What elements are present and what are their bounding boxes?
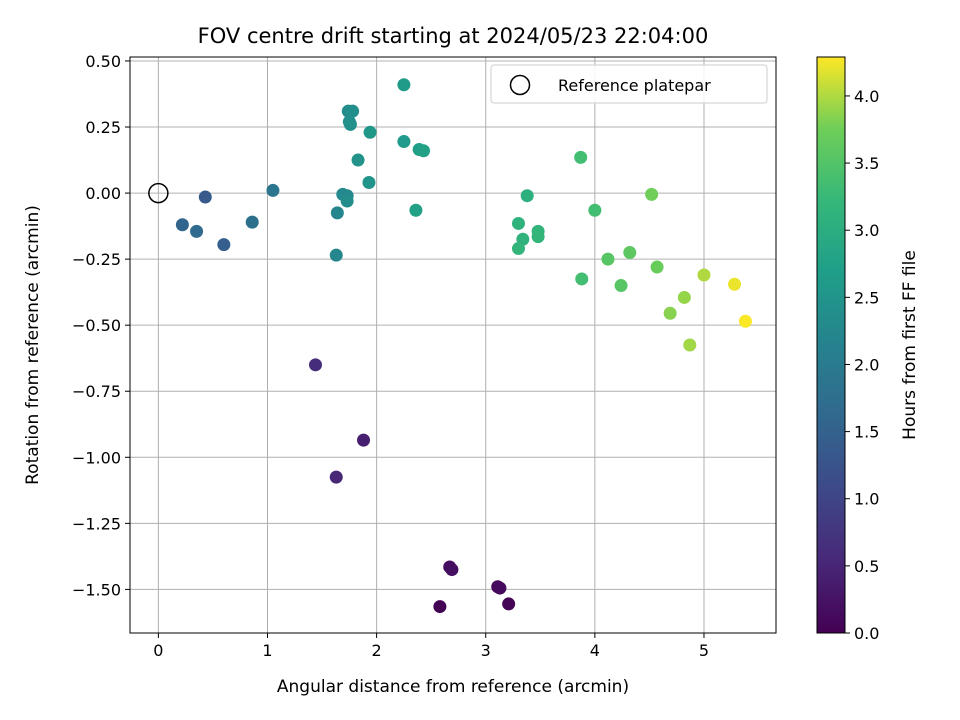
colorbar-gradient <box>817 57 845 633</box>
data-point <box>362 176 376 190</box>
data-point <box>417 144 431 158</box>
data-point <box>645 187 659 201</box>
data-point <box>697 268 711 282</box>
data-point <box>397 78 411 92</box>
y-tick-label: −0.50 <box>72 316 121 335</box>
colorbar: 0.0 0.5 1.0 1.5 2.0 2.5 3.0 3.5 4.0 Hours from f… <box>816 56 920 643</box>
data-point <box>574 150 588 164</box>
data-point <box>520 189 534 203</box>
data-point <box>329 248 343 262</box>
grid <box>130 57 776 633</box>
colorbar-tick-label: 2.5 <box>854 288 879 307</box>
data-point <box>738 314 752 328</box>
x-axis-label: Angular distance from reference (arcmin) <box>277 677 629 697</box>
colorbar-label: Hours from first FF file <box>900 250 920 440</box>
colorbar-tick-label: 0.0 <box>854 624 879 643</box>
data-point <box>650 260 664 274</box>
legend: Reference platepar <box>490 64 768 104</box>
y-tick-label: −1.25 <box>72 514 121 533</box>
data-point <box>340 194 354 208</box>
plot-area <box>129 56 777 634</box>
colorbar-ticks: 0.0 0.5 1.0 1.5 2.0 2.5 3.0 3.5 4.0 <box>845 87 879 643</box>
data-point <box>588 203 602 217</box>
data-point <box>409 203 423 217</box>
data-point <box>343 117 357 131</box>
y-tick-label: 0.25 <box>85 118 121 137</box>
colorbar-tick-label: 0.5 <box>854 557 879 576</box>
y-axis-label: Rotation from reference (arcmin) <box>23 205 43 485</box>
y-tick-label: −1.50 <box>72 580 121 599</box>
data-point <box>198 190 212 204</box>
data-point <box>531 230 545 244</box>
y-tick-label: 0.00 <box>85 184 121 203</box>
data-point <box>190 224 204 238</box>
y-tick-label: −1.00 <box>72 448 121 467</box>
colorbar-tick-label: 4.0 <box>854 87 879 106</box>
colorbar-tick-label: 1.5 <box>854 423 879 442</box>
data-point <box>330 206 344 220</box>
y-axis: 0.50 0.25 0.00 −0.25 −0.50 −0.75 −1.00 −1.25 −1.… <box>72 52 130 599</box>
y-tick-label: −0.75 <box>72 382 121 401</box>
data-points <box>175 78 752 614</box>
data-point <box>433 600 447 614</box>
x-tick-label: 4 <box>590 641 600 660</box>
x-tick-label: 1 <box>262 641 272 660</box>
y-tick-label: −0.25 <box>72 250 121 269</box>
colorbar-tick-label: 3.0 <box>854 221 879 240</box>
data-point <box>245 215 259 229</box>
data-point <box>357 433 371 447</box>
data-point <box>329 470 343 484</box>
data-point <box>397 135 411 149</box>
data-point <box>502 597 516 611</box>
data-point <box>601 252 615 266</box>
reference-platepar-marker <box>148 182 169 204</box>
data-point <box>351 153 365 167</box>
data-point <box>346 104 360 118</box>
data-point <box>445 563 459 577</box>
chart-title: FOV centre drift starting at 2024/05/23 … <box>198 24 709 48</box>
data-point <box>677 290 691 304</box>
data-point <box>728 277 742 291</box>
data-point <box>663 306 677 320</box>
x-axis: 0 1 2 3 4 5 <box>153 633 709 660</box>
colorbar-tick-label: 1.0 <box>854 490 879 509</box>
x-tick-label: 2 <box>372 641 382 660</box>
data-point <box>623 246 637 260</box>
x-tick-label: 0 <box>153 641 163 660</box>
data-point <box>511 216 525 230</box>
data-point <box>217 238 231 252</box>
legend-entry-reference: Reference platepar <box>558 76 711 95</box>
y-tick-label: 0.50 <box>85 52 121 71</box>
data-point <box>493 581 507 595</box>
colorbar-tick-label: 3.5 <box>854 154 879 173</box>
data-point <box>511 242 525 256</box>
data-point <box>363 125 377 139</box>
data-point <box>175 218 189 232</box>
legend-box <box>490 64 768 104</box>
data-point <box>683 338 697 352</box>
colorbar-frame <box>816 56 846 634</box>
x-tick-label: 3 <box>481 641 491 660</box>
legend-reference-marker <box>509 74 531 96</box>
data-point <box>266 183 280 197</box>
x-tick-label: 5 <box>699 641 709 660</box>
colorbar-tick-label: 2.0 <box>854 355 879 374</box>
data-point <box>614 279 628 293</box>
data-point <box>575 272 589 286</box>
data-point <box>309 358 323 372</box>
